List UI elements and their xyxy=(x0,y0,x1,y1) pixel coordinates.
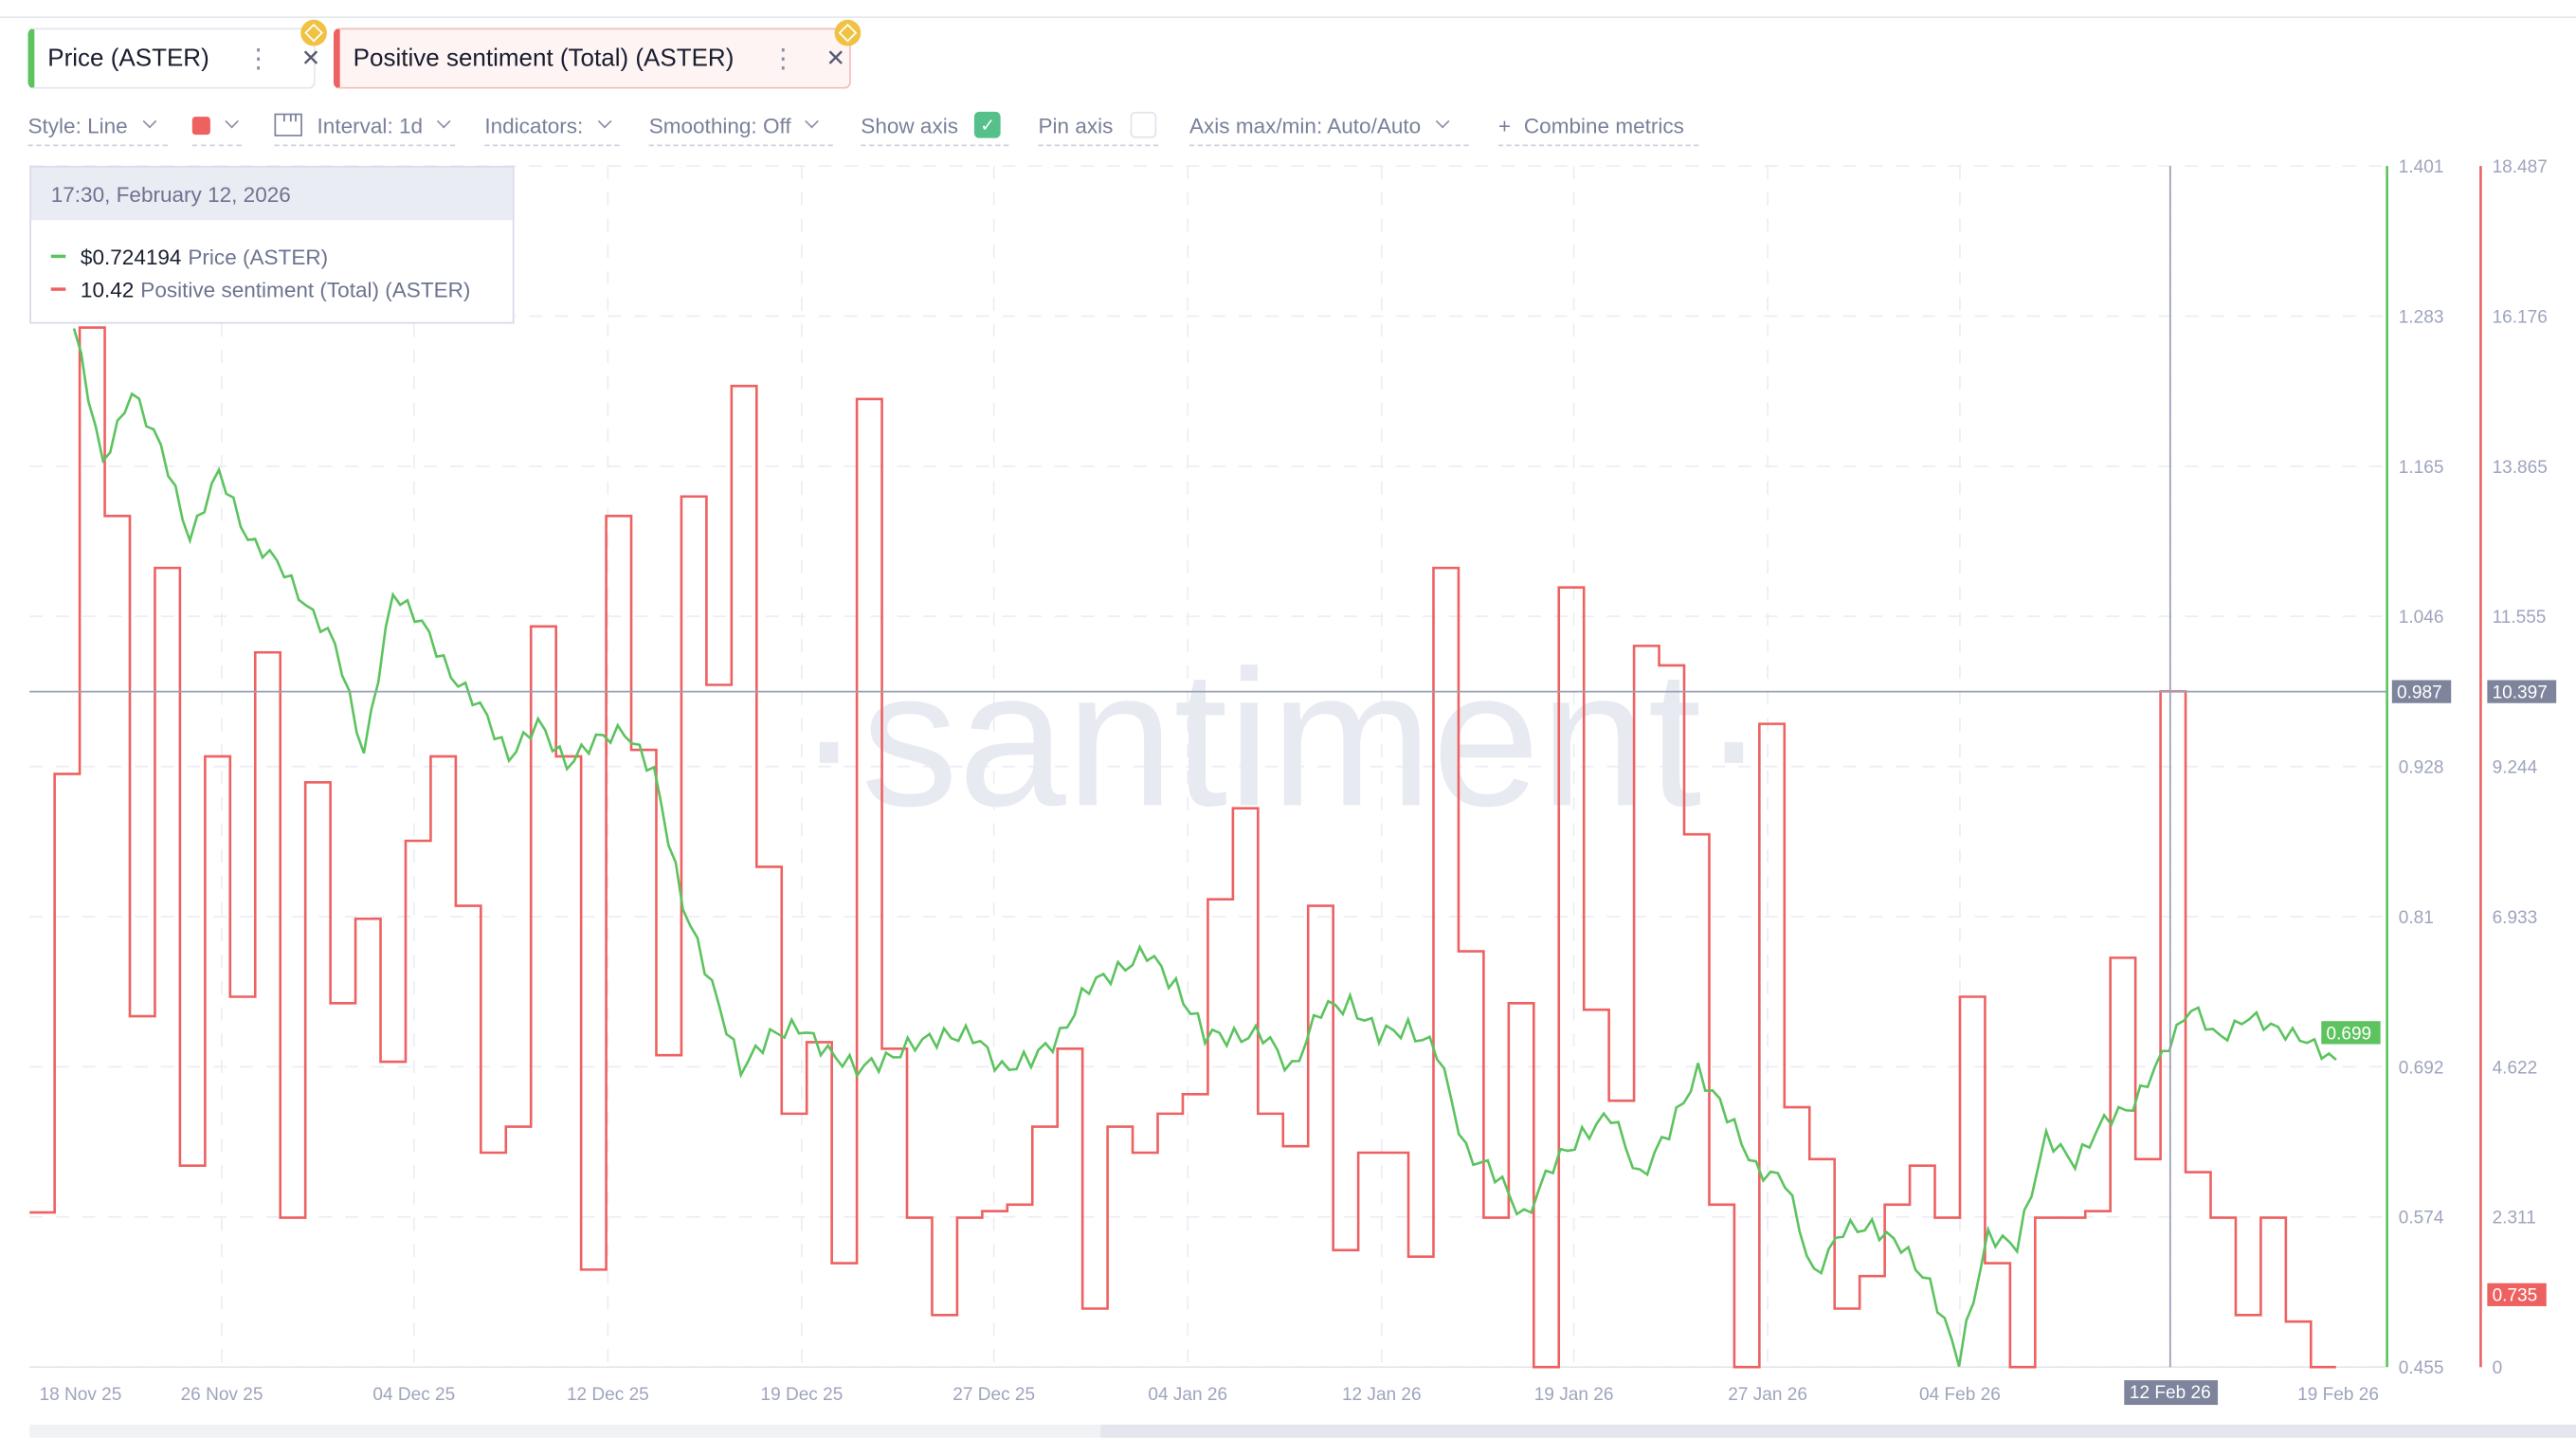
tooltip-value: $0.724194 xyxy=(80,244,182,269)
pin-axis-label: Pin axis xyxy=(1038,112,1114,137)
metric-label: Positive sentiment (Total) (ASTER) xyxy=(353,44,735,73)
calendar-icon xyxy=(274,113,302,137)
tooltip-label: Positive sentiment (Total) (ASTER) xyxy=(140,277,471,302)
price-axis-tick: 0.455 xyxy=(2399,1358,2444,1378)
crosshair-date-label-bg xyxy=(2124,1380,2219,1406)
smoothing-dropdown[interactable]: Smoothing: Off xyxy=(648,105,833,147)
navigator-handle[interactable] xyxy=(1100,1424,2576,1438)
price-axis-tick: 0.928 xyxy=(2399,758,2444,778)
sentiment-axis-tick: 0 xyxy=(2493,1358,2503,1378)
x-axis-tick: 26 Nov 25 xyxy=(181,1385,263,1405)
close-icon[interactable]: ✕ xyxy=(825,44,845,71)
x-axis-tick: 04 Dec 25 xyxy=(372,1385,455,1405)
tooltip-value: 10.42 xyxy=(80,277,135,302)
price-axis-tick: 1.046 xyxy=(2399,608,2444,628)
binance-icon xyxy=(834,19,862,46)
metric-tab-positive-sentiment[interactable]: Positive sentiment (Total) (ASTER) ⋮ ✕ xyxy=(333,27,851,89)
smoothing-label: Smoothing: Off xyxy=(648,112,791,137)
crosshair-price-label-bg xyxy=(2391,680,2452,703)
watermark-logo: ·santiment· xyxy=(797,630,1767,846)
sentiment-series-line xyxy=(29,326,2336,1369)
price-axis-tick: 0.574 xyxy=(2399,1209,2444,1229)
hover-tooltip: 17:30, February 12, 2026 $0.724194 Price … xyxy=(29,166,515,324)
metric-tab-price[interactable]: Price (ASTER) ⋮ ✕ xyxy=(27,27,320,89)
checkbox-unchecked-icon[interactable] xyxy=(1129,111,1156,138)
tooltip-row-price: $0.724194 Price (ASTER) xyxy=(50,240,513,273)
pin-axis-toggle[interactable]: Pin axis xyxy=(1038,105,1159,147)
price-last-value-bg xyxy=(2321,1021,2381,1045)
show-axis-label: Show axis xyxy=(861,112,959,137)
x-axis-tick: 19 Dec 25 xyxy=(760,1385,843,1405)
price-axis-tick: 0.692 xyxy=(2399,1058,2444,1078)
x-axis-tick: 19 Feb 26 xyxy=(2297,1385,2379,1405)
tooltip-row-sentiment: 10.42 Positive sentiment (Total) (ASTER) xyxy=(50,273,513,306)
x-axis-tick: 12 Jan 26 xyxy=(1342,1385,1422,1405)
price-last-value: 0.699 xyxy=(2326,1024,2371,1044)
sentiment-axis-tick: 11.555 xyxy=(2493,608,2547,628)
sentiment-last-value-bg xyxy=(2487,1283,2547,1306)
price-axis-tick: 1.401 xyxy=(2399,157,2444,177)
legend-swatch xyxy=(50,254,66,259)
price-axis-tick: 0.81 xyxy=(2399,908,2434,928)
price-series-line xyxy=(72,328,2337,1367)
sentiment-axis-tick: 4.622 xyxy=(2493,1058,2538,1078)
binance-icon xyxy=(300,19,327,46)
crosshair-sentiment-label: 10.397 xyxy=(2493,683,2548,703)
price-axis-tick: 1.165 xyxy=(2399,458,2444,478)
checkbox-checked-icon[interactable]: ✓ xyxy=(974,111,1002,138)
legend-swatch xyxy=(50,287,66,291)
x-axis-tick: 04 Feb 26 xyxy=(1919,1385,2001,1405)
x-axis-tick: 12 Dec 25 xyxy=(567,1385,649,1405)
sentiment-axis-tick: 6.933 xyxy=(2493,908,2538,928)
price-axis-tick: 1.283 xyxy=(2399,307,2444,327)
sentiment-last-value: 0.735 xyxy=(2493,1286,2538,1306)
color-picker[interactable] xyxy=(191,105,242,147)
sentiment-axis-tick: 2.311 xyxy=(2493,1209,2536,1229)
axis-maxmin-label: Axis max/min: Auto/Auto xyxy=(1188,112,1422,137)
color-swatch xyxy=(191,116,210,135)
metric-label: Price (ASTER) xyxy=(47,44,209,73)
x-axis-tick: 04 Jan 26 xyxy=(1148,1385,1227,1405)
sentiment-axis-tick: 18.487 xyxy=(2493,157,2548,177)
interval-label: Interval: 1d xyxy=(317,112,424,137)
style-label: Style: Line xyxy=(27,112,128,137)
x-axis-tick: 18 Nov 25 xyxy=(40,1385,122,1405)
x-axis-tick: 27 Jan 26 xyxy=(1728,1385,1807,1405)
sentiment-axis-tick: 13.865 xyxy=(2493,458,2548,478)
x-axis-tick: 19 Jan 26 xyxy=(1534,1385,1614,1405)
indicators-dropdown[interactable]: Indicators: xyxy=(484,105,620,147)
tooltip-label: Price (ASTER) xyxy=(188,244,329,269)
more-vertical-icon[interactable]: ⋮ xyxy=(770,45,797,74)
divider xyxy=(0,16,2576,19)
crosshair-sentiment-label-bg xyxy=(2487,680,2557,703)
sentiment-axis-tick: 16.176 xyxy=(2493,307,2548,327)
style-dropdown[interactable]: Style: Line xyxy=(27,105,168,147)
sentiment-axis-tick: 9.244 xyxy=(2493,758,2538,778)
plus-icon: + xyxy=(1497,112,1512,137)
combine-label: Combine metrics xyxy=(1523,112,1684,137)
crosshair-date-label: 12 Feb 26 xyxy=(2130,1383,2211,1403)
crosshair-price-label: 0.987 xyxy=(2397,683,2442,703)
more-vertical-icon[interactable]: ⋮ xyxy=(245,45,272,74)
indicators-label: Indicators: xyxy=(484,112,584,137)
x-axis-tick: 27 Dec 25 xyxy=(952,1385,1035,1405)
combine-metrics-button[interactable]: + Combine metrics xyxy=(1497,105,1699,147)
close-icon[interactable]: ✕ xyxy=(300,44,321,71)
axis-maxmin-dropdown[interactable]: Axis max/min: Auto/Auto xyxy=(1188,105,1469,147)
interval-dropdown[interactable]: Interval: 1d xyxy=(274,105,456,147)
show-axis-toggle[interactable]: Show axis ✓ xyxy=(861,105,1009,147)
tooltip-datetime: 17:30, February 12, 2026 xyxy=(30,167,513,221)
